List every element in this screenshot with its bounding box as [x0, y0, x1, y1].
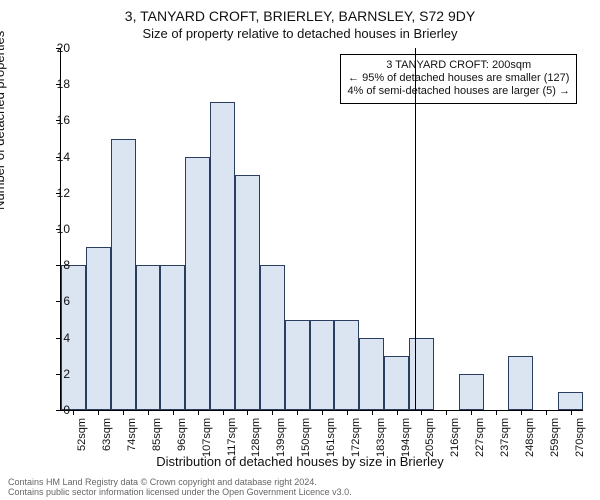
y-tick-label: 18 [57, 77, 70, 91]
x-tick-label: 248sqm [524, 418, 536, 457]
histogram-bar [185, 157, 210, 410]
x-tick-label: 194sqm [400, 418, 412, 457]
y-tick-label: 0 [63, 403, 70, 417]
histogram-bar [235, 175, 260, 410]
callout-line3: 4% of semi-detached houses are larger (5… [347, 85, 570, 98]
x-tick-label: 172sqm [350, 418, 362, 457]
x-tick-label: 237sqm [499, 418, 511, 457]
y-tick-label: 20 [57, 41, 70, 55]
x-tick-label: 183sqm [375, 418, 387, 457]
x-tick-label: 63sqm [101, 418, 113, 451]
x-tick-label: 216sqm [449, 418, 461, 457]
x-tick [397, 410, 398, 415]
histogram-bar [160, 265, 185, 410]
x-tick-label: 117sqm [226, 418, 238, 456]
x-tick-label: 52sqm [76, 418, 88, 451]
x-tick [123, 410, 124, 415]
y-tick-label: 12 [57, 186, 70, 200]
page-subtitle: Size of property relative to detached ho… [0, 26, 600, 41]
x-tick [421, 410, 422, 415]
callout-line1: 3 TANYARD CROFT: 200sqm [347, 59, 570, 72]
x-tick-label: 259sqm [549, 418, 561, 457]
y-tick-label: 14 [57, 150, 70, 164]
callout-line2: ← 95% of detached houses are smaller (12… [347, 72, 570, 85]
page-title: 3, TANYARD CROFT, BRIERLEY, BARNSLEY, S7… [0, 8, 600, 24]
x-tick [272, 410, 273, 415]
x-tick [571, 410, 572, 415]
histogram-bar [86, 247, 111, 410]
x-tick-label: 74sqm [126, 418, 138, 451]
chart-container: 3, TANYARD CROFT, BRIERLEY, BARNSLEY, S7… [0, 0, 600, 500]
y-tick-label: 2 [63, 367, 70, 381]
y-tick [56, 410, 61, 411]
histogram-bar [210, 102, 235, 410]
x-tick [173, 410, 174, 415]
footer-line2: Contains public sector information licen… [8, 488, 592, 498]
callout-box: 3 TANYARD CROFT: 200sqm ← 95% of detache… [340, 54, 577, 104]
histogram-bar [285, 320, 310, 411]
histogram-bar [111, 139, 136, 411]
histogram-bar [334, 320, 359, 411]
marker-line [415, 48, 416, 410]
x-tick [322, 410, 323, 415]
x-tick-label: 205sqm [424, 418, 436, 457]
x-tick [148, 410, 149, 415]
y-tick-label: 16 [57, 113, 70, 127]
histogram-bar [310, 320, 335, 411]
x-tick-label: 139sqm [275, 418, 287, 457]
x-tick [247, 410, 248, 415]
histogram-bar [384, 356, 409, 410]
plot-area: 3 TANYARD CROFT: 200sqm ← 95% of detache… [60, 48, 583, 411]
y-tick-label: 4 [63, 331, 70, 345]
x-tick [223, 410, 224, 415]
x-tick-label: 96sqm [176, 418, 188, 451]
x-tick [521, 410, 522, 415]
x-tick-label: 85sqm [151, 418, 163, 451]
x-tick [98, 410, 99, 415]
x-tick [471, 410, 472, 415]
histogram-bar [260, 265, 285, 410]
x-tick [347, 410, 348, 415]
y-tick-label: 6 [63, 294, 70, 308]
histogram-bar [136, 265, 161, 410]
y-axis-label: Number of detached properties [0, 31, 7, 210]
histogram-bar [459, 374, 484, 410]
x-tick-label: 107sqm [201, 418, 213, 457]
y-tick-label: 8 [63, 258, 70, 272]
histogram-bar [558, 392, 583, 410]
x-tick [372, 410, 373, 415]
x-tick-label: 270sqm [574, 418, 586, 457]
x-tick [446, 410, 447, 415]
x-tick [73, 410, 74, 415]
x-tick [546, 410, 547, 415]
x-tick-label: 150sqm [300, 418, 312, 457]
histogram-bar [409, 338, 434, 410]
x-tick-label: 161sqm [325, 418, 337, 457]
x-tick [496, 410, 497, 415]
histogram-bar [359, 338, 384, 410]
x-tick [297, 410, 298, 415]
x-tick-label: 227sqm [474, 418, 486, 457]
x-tick-label: 128sqm [250, 418, 262, 457]
histogram-bar [508, 356, 533, 410]
footer-text: Contains HM Land Registry data © Crown c… [8, 478, 592, 498]
y-tick-label: 10 [57, 222, 70, 236]
x-tick [198, 410, 199, 415]
